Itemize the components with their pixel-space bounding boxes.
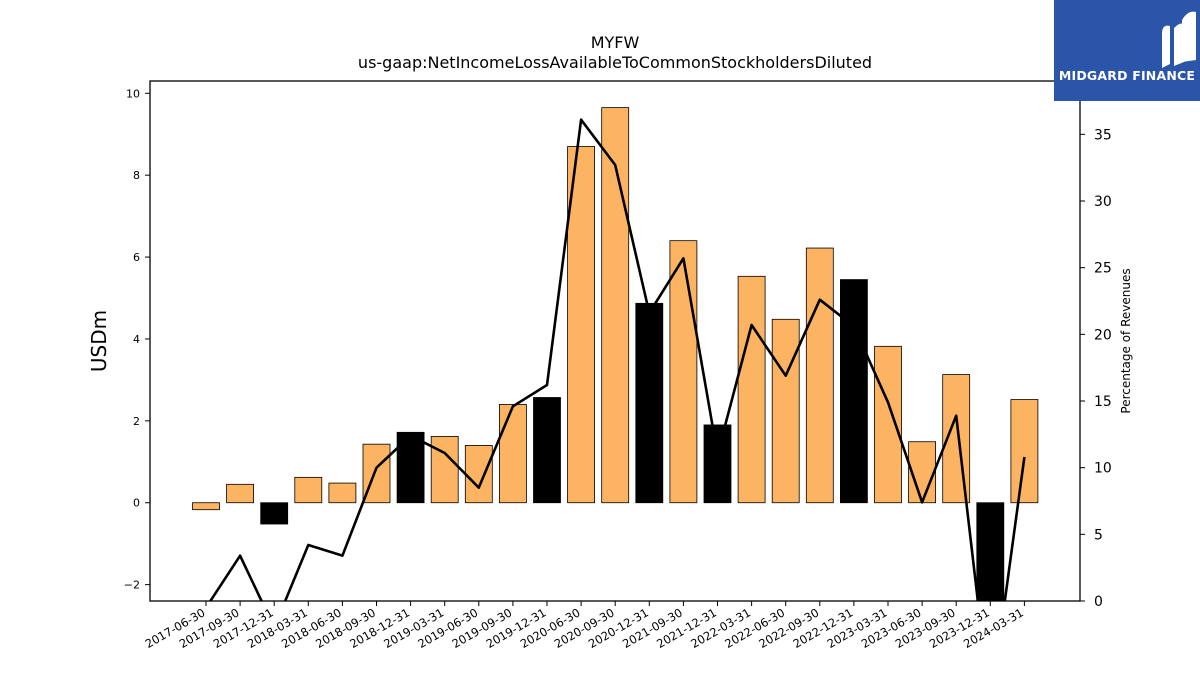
y2-tick-label: 0	[1094, 594, 1103, 610]
chart-title: MYFW	[591, 33, 640, 52]
midgard-logo-icon	[1162, 11, 1196, 68]
bar-2020-12-31	[635, 302, 664, 504]
plot-frame	[149, 80, 1081, 602]
bar-2022-09-30	[805, 247, 834, 504]
bar-2018-06-30	[328, 482, 357, 504]
y2-tick-label: 15	[1094, 394, 1112, 410]
bar-2022-12-31	[840, 279, 868, 504]
bar-2024-03-31	[1010, 399, 1039, 504]
bar-2019-09-30	[498, 404, 527, 504]
bar-2022-06-30	[771, 318, 800, 504]
brand-logo: MIDGARD FINANCE	[1054, 0, 1200, 101]
y2-tick-label: 30	[1094, 194, 1112, 210]
bar-2018-03-31	[294, 476, 323, 504]
bar-2023-09-30	[942, 374, 971, 504]
y2-tick-label: 20	[1094, 327, 1112, 343]
bar-2023-03-31	[874, 345, 902, 504]
y-tick-label: 6	[133, 251, 140, 264]
y-tick-label: −2	[124, 579, 140, 592]
bar-2021-12-31	[703, 424, 732, 504]
brand-name: MIDGARD FINANCE	[1058, 68, 1196, 83]
y-tick-label: 8	[133, 169, 140, 182]
bar-2020-06-30	[567, 146, 595, 504]
bar-2022-03-31	[737, 275, 766, 504]
pct-revenue-line	[208, 118, 1026, 601]
y2-tick-label: 10	[1094, 461, 1112, 477]
bar-2019-12-31	[533, 397, 561, 504]
y2-tick-label: 25	[1094, 261, 1112, 277]
y2-axis-label: Percentage of Revenues	[1119, 268, 1133, 413]
y-tick-label: 0	[133, 497, 140, 510]
bar-2021-09-30	[669, 240, 698, 504]
bar-2017-06-30	[192, 502, 220, 511]
y-tick-label: 4	[133, 333, 140, 346]
bar-2019-06-30	[464, 445, 493, 504]
bar-2019-03-31	[430, 436, 459, 504]
bar-2017-09-30	[226, 483, 255, 504]
y-tick-label: 10	[126, 87, 140, 100]
chart-subtitle: us-gaap:NetIncomeLossAvailableToCommonSt…	[358, 53, 872, 72]
y2-tick-label: 35	[1094, 127, 1112, 143]
y-tick-label: 2	[133, 415, 140, 428]
y-axis-label: USDm	[87, 310, 111, 372]
bar-2020-09-30	[601, 107, 630, 504]
bar-2023-12-31	[976, 502, 1005, 601]
y2-tick-label: 5	[1094, 527, 1103, 543]
bar-2017-12-31	[260, 502, 289, 525]
